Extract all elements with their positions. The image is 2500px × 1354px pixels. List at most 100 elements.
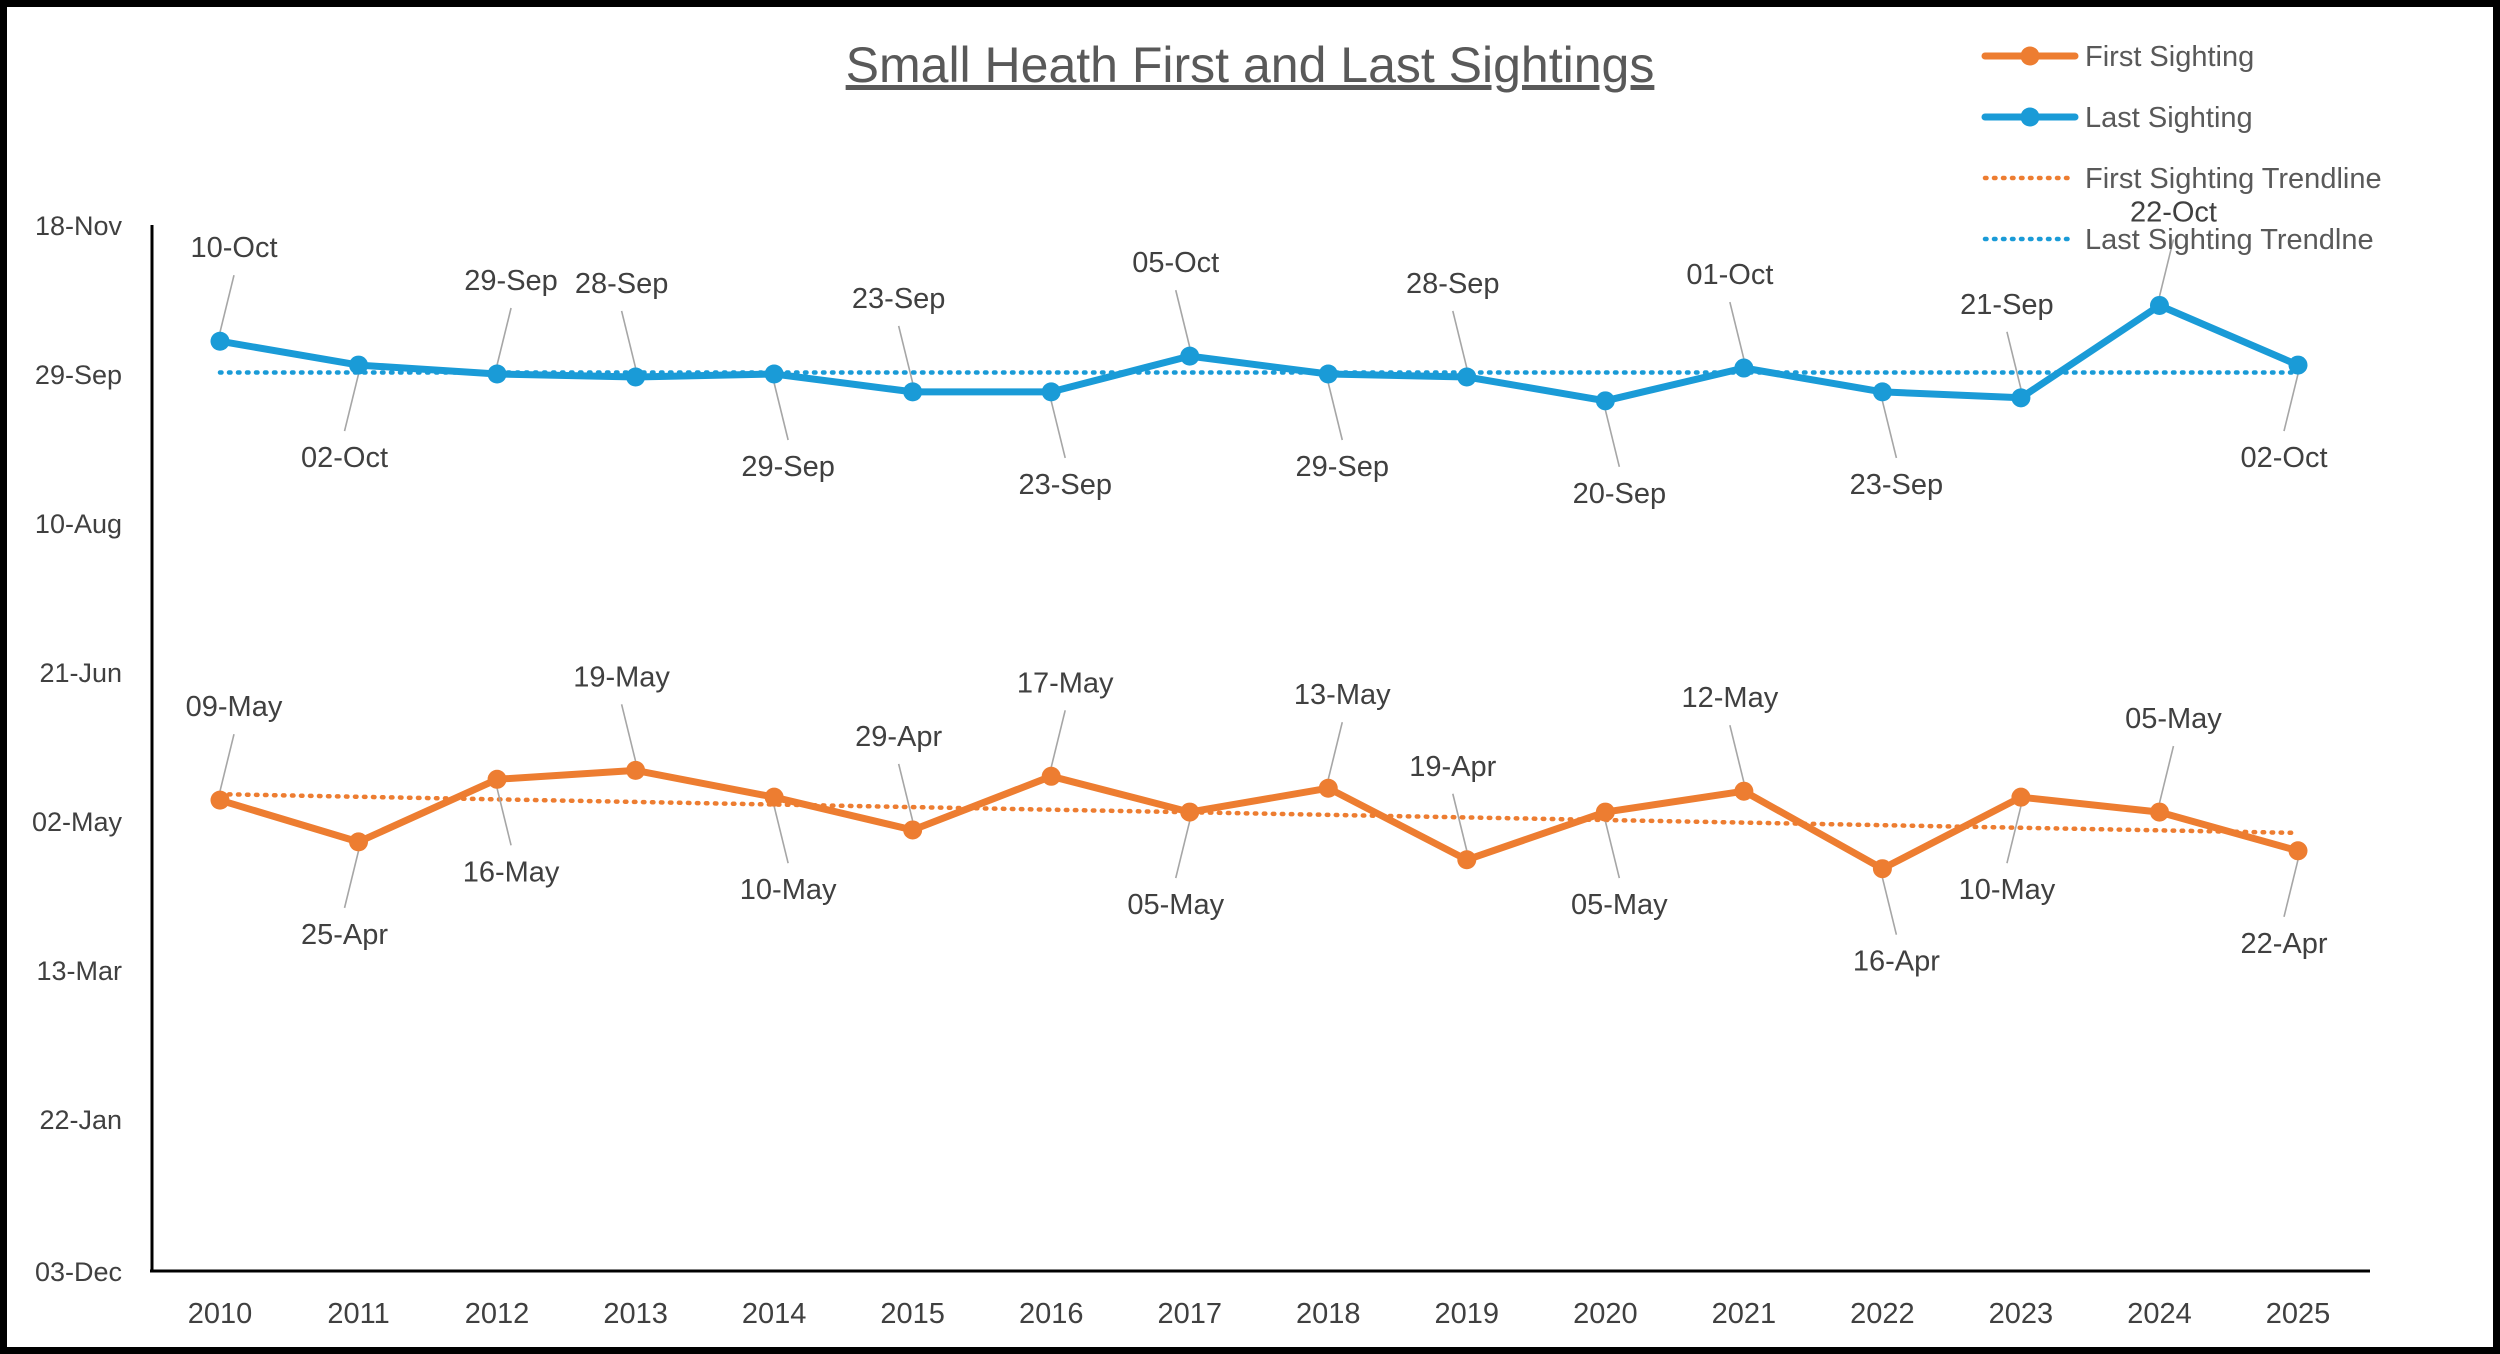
x-tick-label: 2012 (465, 1298, 530, 1330)
series-lines (216, 302, 2302, 873)
last-sighting-marker (626, 367, 646, 387)
y-tick-label: 10-Aug (35, 509, 122, 539)
first-sighting-data-label: 29-Apr (855, 721, 942, 753)
last-sighting-marker (210, 331, 230, 351)
x-tick-label: 2024 (2127, 1298, 2192, 1330)
last-sighting-data-label: 23-Sep (852, 283, 946, 315)
first-sighting-data-label: 10-May (1959, 874, 2056, 906)
y-tick-label: 02-May (32, 807, 123, 837)
last-sighting-data-label: 28-Sep (1406, 268, 1500, 300)
x-tick-label: 2023 (1989, 1298, 2054, 1330)
chart-legend: First Sighting Last Sighting First Sightin… (1981, 41, 2382, 256)
last-sighting-marker (1041, 382, 1061, 402)
last-sighting-label-leader (897, 325, 914, 384)
y-tick-label: 21-Jun (39, 658, 122, 688)
first-sighting-marker (2288, 841, 2308, 861)
last-sighting-marker (349, 355, 369, 375)
first-sighting-label-leader (620, 704, 637, 762)
x-tick-label: 2013 (603, 1298, 668, 1330)
last-sighting-data-label: 23-Sep (1018, 469, 1112, 501)
first-sighting-label-leader (496, 788, 512, 846)
last-sighting-marker (903, 382, 923, 402)
last-sighting-data-label: 29-Sep (464, 265, 558, 297)
last-sighting-marker (1457, 367, 1477, 387)
first-sighting-data-label: 13-May (1294, 679, 1391, 711)
legend-label: First Sighting (2085, 41, 2254, 73)
x-tick-label: 2020 (1573, 1298, 1638, 1330)
last-sighting-marker (764, 364, 784, 384)
x-tick-label: 2021 (1712, 1298, 1777, 1330)
first-sighting-data-label: 17-May (1017, 667, 1114, 699)
last-sighting-marker (1734, 358, 1754, 378)
first-sighting-label-leader (1327, 722, 1344, 780)
last-sighting-label-leader (1050, 400, 1066, 459)
first-sighting-marker (1457, 850, 1477, 870)
last-sighting-marker (2011, 388, 2031, 408)
last-sighting-marker (2288, 355, 2308, 375)
y-tick-label: 03-Dec (35, 1257, 122, 1287)
first-sighting-marker (1734, 781, 1754, 801)
y-tick-label: 29-Sep (35, 360, 122, 390)
first-sighting-marker (626, 760, 646, 780)
first-sighting-label-leader (2283, 859, 2299, 918)
x-tick-label: 2017 (1157, 1298, 1222, 1330)
y-tick-label: 18-Nov (35, 211, 123, 241)
first-sighting-label-leader (219, 733, 235, 792)
last-sighting-marker (1318, 364, 1338, 384)
first-sighting-data-label: 19-May (573, 661, 670, 693)
first-sighting-marker (487, 769, 507, 789)
first-sighting-marker (1318, 778, 1338, 798)
legend-label: Last Sighting (2085, 102, 2253, 134)
first-sighting-data-label: 16-Apr (1853, 946, 1940, 978)
data-label-leaders (219, 239, 2299, 935)
last-sighting-data-label: 21-Sep (1960, 289, 2054, 321)
chart-title: Small Heath First and Last Sightings (846, 37, 1655, 93)
first-sighting-marker (1595, 802, 1615, 822)
last-sighting-data-label: 01-Oct (1686, 259, 1773, 291)
first-sighting-data-label: 19-Apr (1409, 751, 1496, 783)
first-sighting-label-leader (1452, 793, 1468, 851)
last-sighting-marker (487, 364, 507, 384)
last-sighting-label-leader (2006, 331, 2022, 390)
y-tick-label: 13-Mar (36, 956, 122, 986)
first-sighting-marker (2149, 802, 2169, 822)
last-sighting-label-leader (1881, 400, 1898, 459)
first-sighting-marker (1041, 766, 1061, 786)
last-sighting-label-leader (773, 382, 789, 441)
first-sighting-data-label: 09-May (186, 691, 283, 723)
last-sighting-label-leader (2158, 239, 2175, 297)
first-sighting-label-leader (1050, 710, 1066, 768)
first-sighting-line (216, 766, 2302, 873)
first-sighting-data-label: 22-Apr (2240, 928, 2327, 960)
first-sighting-marker (349, 832, 369, 852)
first-sighting-marker (903, 820, 923, 840)
series-markers (210, 295, 2308, 879)
first-sighting-label-leader (1881, 877, 1898, 935)
last-sighting-label-leader (1604, 409, 1621, 468)
trendlines (217, 370, 2301, 836)
first-sighting-label-leader (1604, 820, 1621, 879)
last-sighting-data-label: 23-Sep (1850, 469, 1944, 501)
legend-label: First Sighting Trendline (2085, 163, 2382, 195)
x-tick-label: 2014 (742, 1298, 807, 1330)
first-sighting-data-label: 10-May (740, 874, 837, 906)
last-sighting-marker (1180, 346, 1200, 366)
first-sighting-marker (1872, 859, 1892, 879)
last-sighting-label-leader (1327, 382, 1344, 441)
legend-label: Last Sighting Trendlne (2085, 224, 2374, 256)
last-sighting-data-label: 02-Oct (301, 442, 388, 474)
y-tick-label: 22-Jan (39, 1105, 122, 1135)
last-sighting-label-leader (343, 373, 360, 432)
first-sighting-label-leader (343, 850, 360, 909)
last-sighting-label-leader (620, 310, 637, 369)
first-sighting-marker (1180, 802, 1200, 822)
first-sighting-data-label: 05-May (1571, 889, 1668, 921)
first-sighting-label-leader (2006, 805, 2022, 864)
first-sighting-data-label: 05-May (2125, 703, 2222, 735)
y-axis-ticks: 03-Dec 22-Jan 13-Mar 02-May 21-Jun 10-Aug 29-S… (32, 211, 123, 1287)
x-tick-label: 2010 (188, 1298, 253, 1330)
last-sighting-label-leader (496, 307, 512, 366)
legend-marker-sample (2020, 46, 2040, 66)
last-sighting-data-label: 22-Oct (2130, 196, 2217, 228)
legend-marker-sample (2020, 107, 2040, 127)
